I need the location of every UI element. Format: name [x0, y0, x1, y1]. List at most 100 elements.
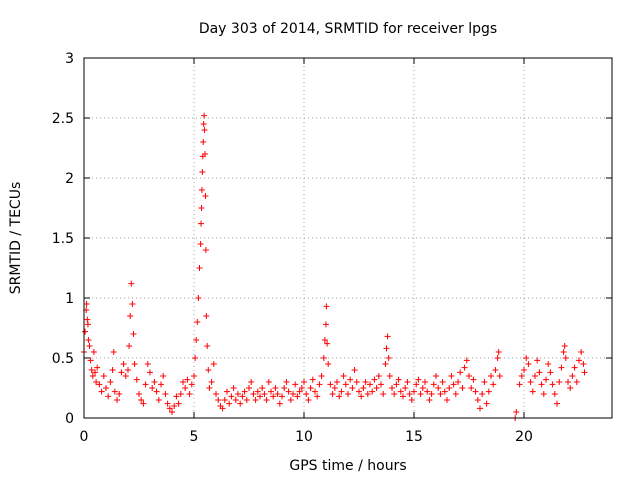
data-point	[481, 379, 488, 385]
data-point	[452, 391, 459, 397]
data-point	[488, 373, 494, 379]
data-point	[540, 391, 547, 397]
data-point	[404, 379, 411, 385]
grid-lines	[84, 58, 612, 418]
data-point	[153, 388, 160, 395]
data-point	[321, 337, 328, 343]
data-point	[105, 393, 112, 400]
data-point	[393, 381, 400, 388]
y-tick-label: 0.5	[52, 351, 74, 367]
data-point	[543, 376, 549, 383]
y-tick-label: 2.5	[52, 111, 74, 127]
data-point	[309, 376, 316, 383]
data-point	[472, 388, 479, 395]
data-point	[235, 391, 241, 397]
data-point	[303, 391, 310, 397]
data-point	[444, 397, 450, 403]
data-point	[201, 127, 208, 133]
data-point	[334, 379, 340, 385]
data-point	[483, 400, 490, 407]
data-point	[428, 391, 435, 397]
data-point	[492, 367, 499, 373]
data-point	[349, 385, 356, 391]
data-point	[305, 397, 312, 403]
data-point	[457, 369, 464, 376]
data-point	[96, 381, 103, 388]
data-point	[424, 388, 431, 395]
data-point	[461, 364, 468, 371]
data-point	[248, 379, 255, 385]
data-point	[232, 397, 239, 403]
data-point	[186, 391, 193, 397]
data-point	[103, 385, 109, 391]
data-point	[545, 361, 552, 367]
data-point	[314, 393, 321, 400]
data-point	[202, 151, 208, 157]
data-point	[87, 357, 94, 364]
data-point	[327, 381, 334, 388]
data-point	[375, 373, 382, 379]
data-point	[324, 340, 331, 347]
data-point	[171, 403, 178, 409]
data-point	[128, 280, 135, 287]
x-tick-label: 20	[515, 429, 533, 445]
data-point	[367, 381, 373, 388]
data-point	[466, 373, 472, 379]
data-point	[272, 385, 279, 391]
axes: 0 5 10 15 20 0 0.5 1 1.5 2 2.5 3	[52, 51, 612, 445]
data-point	[188, 381, 195, 388]
data-point	[192, 355, 199, 361]
data-point	[94, 364, 101, 371]
data-point	[371, 376, 378, 383]
data-point	[100, 373, 107, 379]
data-point	[149, 385, 156, 391]
data-point	[261, 391, 268, 397]
y-tick-label: 1	[65, 291, 74, 307]
data-point	[127, 313, 134, 319]
data-point	[202, 247, 209, 253]
data-point	[408, 397, 415, 403]
data-point	[125, 367, 131, 373]
data-point	[565, 379, 571, 385]
data-point	[196, 265, 203, 271]
data-point	[84, 321, 91, 328]
data-point	[437, 391, 444, 397]
data-point	[169, 409, 175, 415]
data-point	[204, 343, 211, 349]
data-point	[419, 385, 426, 391]
data-point	[294, 393, 301, 400]
data-point	[221, 397, 228, 403]
data-point	[88, 367, 95, 373]
data-point	[422, 379, 428, 385]
data-point	[201, 112, 208, 119]
data-point	[301, 379, 307, 385]
data-point	[243, 397, 250, 403]
data-point	[356, 388, 362, 395]
data-point	[435, 385, 442, 391]
data-point	[92, 369, 98, 376]
data-point	[195, 295, 202, 301]
data-point	[578, 349, 585, 355]
data-point	[197, 241, 204, 247]
data-point	[182, 385, 189, 391]
data-point	[219, 405, 226, 412]
data-point	[246, 385, 252, 391]
data-point	[446, 385, 453, 391]
data-point	[166, 405, 173, 412]
data-point	[525, 361, 532, 367]
data-point	[554, 400, 560, 407]
data-point	[406, 391, 413, 397]
data-point	[198, 205, 205, 211]
data-point	[413, 381, 420, 388]
data-point	[384, 333, 391, 340]
data-point	[468, 385, 475, 391]
data-point	[455, 379, 461, 385]
data-point	[331, 385, 338, 391]
data-point	[259, 385, 266, 391]
data-point	[351, 367, 358, 373]
data-point	[532, 373, 538, 379]
data-point	[495, 349, 502, 355]
data-point	[323, 321, 329, 328]
data-point	[551, 391, 558, 397]
data-point	[129, 301, 136, 307]
